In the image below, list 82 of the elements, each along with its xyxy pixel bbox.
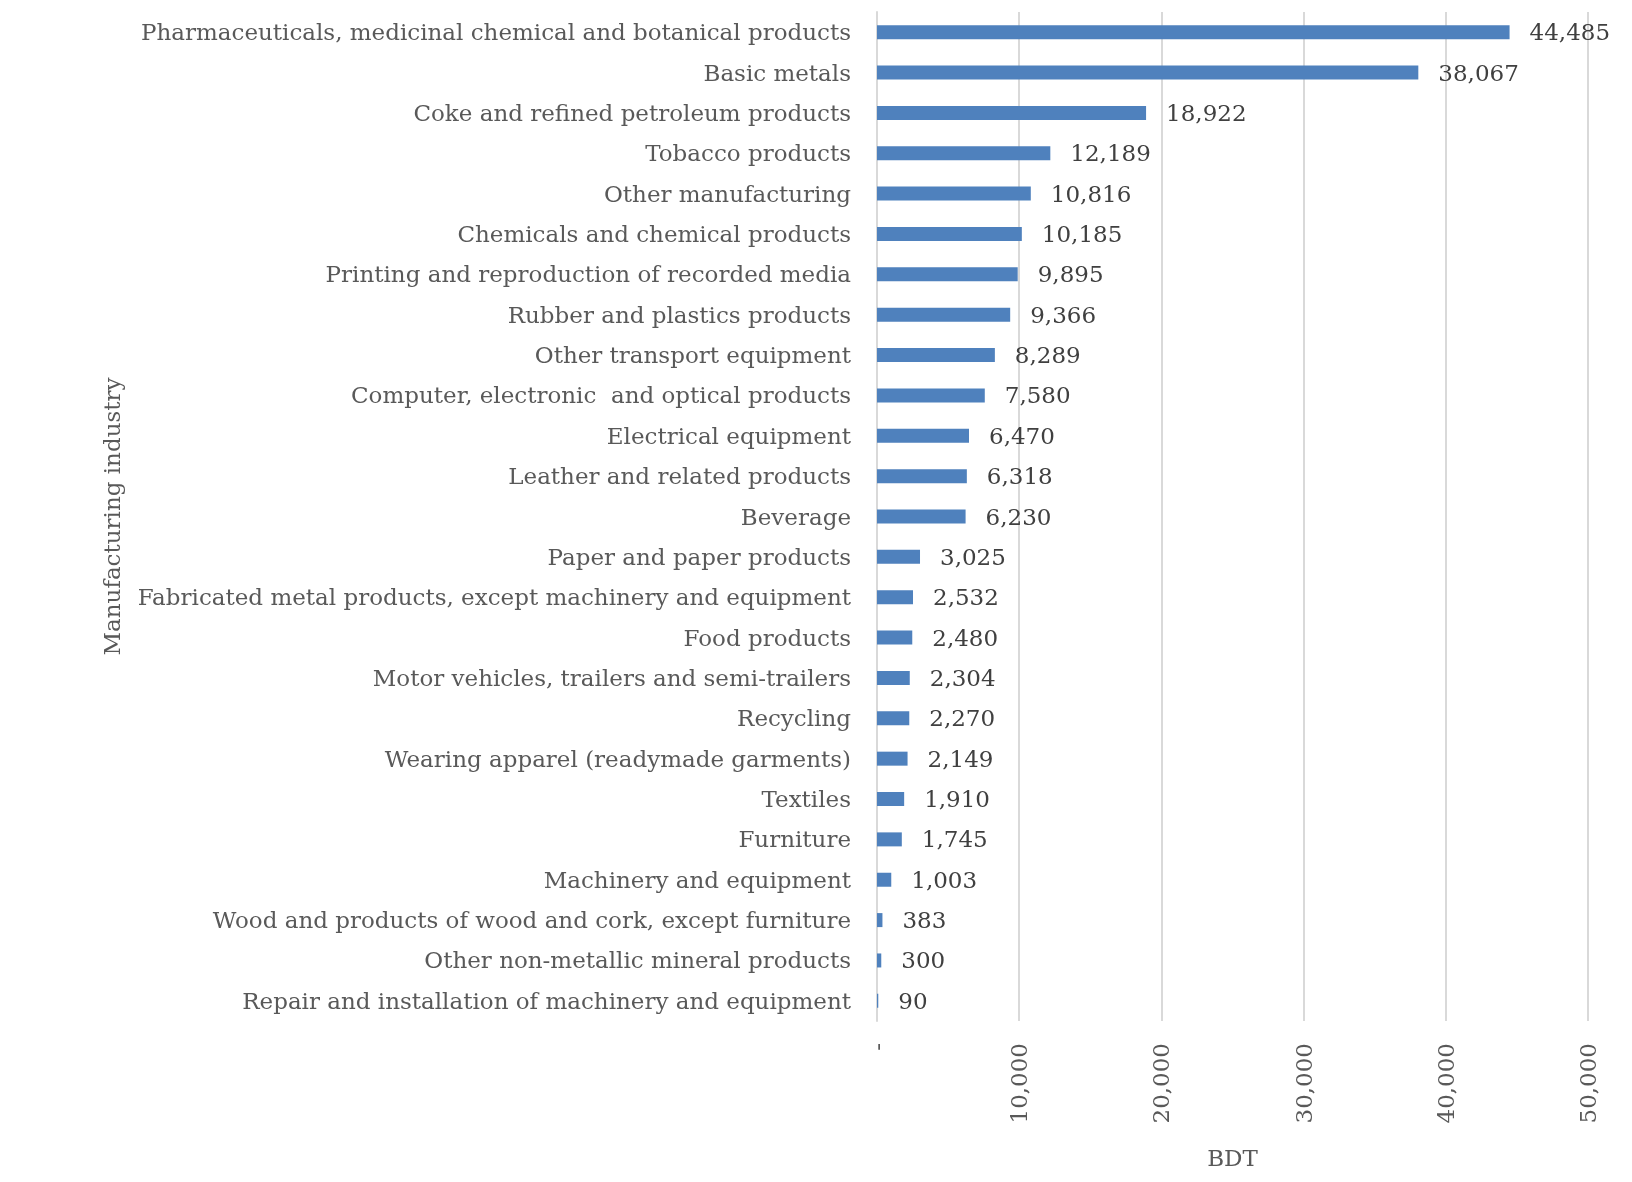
- y-tick-label: Beverage: [740, 503, 851, 530]
- data-label: 2,304: [929, 664, 996, 691]
- x-tick-label: 30,000: [1290, 1043, 1317, 1124]
- bar: [877, 65, 1419, 80]
- bar: [877, 792, 905, 807]
- bar: [877, 953, 882, 968]
- y-tick-label: Other manufacturing: [603, 180, 852, 207]
- data-label: 6,470: [989, 422, 1055, 449]
- x-tick-label: -: [864, 1043, 890, 1051]
- y-tick-label: Textiles: [761, 786, 851, 813]
- bar: [877, 25, 1510, 40]
- data-label: 2,149: [927, 745, 994, 772]
- y-tick-label: Printing and reproduction of recorded media: [325, 261, 852, 288]
- y-tick-label: Pharmaceuticals, medicinal chemical and botanical products: [140, 19, 851, 46]
- bar: [877, 267, 1018, 282]
- y-tick-label: Food products: [683, 624, 851, 651]
- bar: [877, 388, 985, 403]
- data-label: 18,922: [1166, 99, 1247, 126]
- data-label: 38,067: [1438, 59, 1519, 86]
- data-label: 6,230: [985, 503, 1052, 530]
- y-tick-label: Rubber and plastics products: [507, 301, 851, 328]
- y-tick-label: Leather and related products: [508, 463, 851, 490]
- y-tick-label: Other non-metallic mineral products: [424, 947, 851, 974]
- y-tick-label: Computer, electronic and optical products: [351, 382, 851, 409]
- bar: [877, 711, 910, 726]
- y-tick-label: Tobacco products: [645, 140, 851, 167]
- data-label: 2,532: [933, 584, 999, 611]
- data-label: 12,189: [1070, 140, 1151, 167]
- y-tick-label: Wood and products of wood and cork, except furniture: [212, 907, 851, 934]
- data-label: 2,270: [929, 705, 996, 732]
- data-label: 300: [901, 947, 946, 974]
- bar: [877, 509, 966, 524]
- x-axis-title: BDT: [1207, 1144, 1259, 1171]
- data-label: 7,580: [1004, 382, 1071, 409]
- bar: [877, 832, 902, 847]
- data-label: 1,910: [924, 786, 991, 813]
- bar: [877, 630, 913, 645]
- y-tick-label: Electrical equipment: [606, 422, 852, 449]
- bar: [877, 872, 892, 887]
- bar: [877, 670, 910, 685]
- bar: [877, 549, 921, 564]
- x-tick-label: 10,000: [1006, 1043, 1033, 1124]
- data-label: 6,318: [986, 463, 1053, 490]
- y-tick-label: Furniture: [738, 826, 851, 853]
- y-tick-label: Fabricated metal products, except machinery and equipment: [137, 584, 852, 611]
- data-label: 9,366: [1030, 301, 1097, 328]
- y-tick-label: Basic metals: [703, 59, 851, 86]
- bar: [877, 348, 995, 363]
- data-label: 8,289: [1014, 342, 1081, 369]
- y-axis-title: Manufacturing industry: [99, 377, 126, 656]
- y-tick-label: Machinery and equipment: [543, 866, 852, 893]
- data-label: 90: [898, 987, 928, 1014]
- data-label: 44,485: [1529, 19, 1611, 46]
- x-tick-label: 40,000: [1432, 1043, 1459, 1124]
- data-label: 1,745: [921, 826, 988, 853]
- y-tick-label: Other transport equipment: [534, 342, 852, 369]
- x-tick-label: 20,000: [1148, 1043, 1175, 1124]
- data-label: 1,003: [911, 866, 978, 893]
- bar: [877, 105, 1147, 120]
- y-tick-label: Paper and paper products: [547, 543, 851, 570]
- y-tick-label: Recycling: [737, 705, 852, 732]
- y-tick-label: Coke and refined petroleum products: [413, 99, 851, 126]
- x-tick-label: 50,000: [1575, 1043, 1601, 1124]
- bar: [877, 428, 969, 443]
- bar: [877, 913, 883, 928]
- y-tick-label: Wearing apparel (readymade garments): [384, 745, 851, 772]
- data-label: 2,480: [932, 624, 999, 651]
- data-label: 10,185: [1041, 220, 1123, 247]
- data-label: 10,816: [1050, 180, 1132, 207]
- bar: [877, 751, 908, 766]
- y-tick-label: Repair and installation of machinery and equipment: [242, 987, 852, 1014]
- y-tick-label: Motor vehicles, trailers and semi-trailers: [372, 664, 851, 691]
- bar: [877, 226, 1022, 241]
- data-label: 9,895: [1037, 261, 1104, 288]
- bar: [877, 307, 1011, 322]
- data-label: 3,025: [940, 543, 1006, 570]
- bar: [877, 186, 1031, 201]
- bar: [877, 469, 967, 484]
- bar: [877, 590, 914, 605]
- data-label: 383: [902, 907, 947, 934]
- y-tick-label: Chemicals and chemical products: [457, 220, 851, 247]
- bar: [877, 146, 1051, 161]
